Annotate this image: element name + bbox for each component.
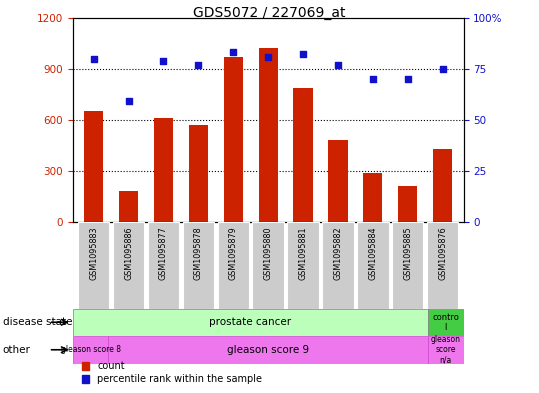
Text: GSM1095877: GSM1095877 (159, 226, 168, 280)
Text: gleason score 9: gleason score 9 (227, 345, 309, 355)
Text: GSM1095879: GSM1095879 (229, 226, 238, 280)
Text: GSM1095878: GSM1095878 (194, 226, 203, 280)
Point (125, 98, 133, 105)
Bar (433, 149, 452, 222)
Text: GSM1095883: GSM1095883 (89, 226, 98, 280)
Point (194, 62, 203, 68)
Point (229, 49, 238, 55)
Bar (154, 118, 173, 222)
Text: other: other (3, 345, 31, 355)
Text: GSM1095881: GSM1095881 (299, 226, 308, 280)
Point (403, 76, 412, 82)
FancyBboxPatch shape (252, 222, 284, 309)
FancyBboxPatch shape (73, 336, 108, 364)
FancyBboxPatch shape (287, 222, 319, 309)
Point (438, 66, 447, 72)
Text: gleason
score
n/a: gleason score n/a (431, 335, 461, 365)
Text: contro
l: contro l (432, 312, 459, 332)
Text: GSM1095886: GSM1095886 (124, 226, 133, 280)
Point (369, 76, 377, 82)
FancyBboxPatch shape (428, 336, 464, 364)
FancyBboxPatch shape (218, 222, 249, 309)
Text: GSM1095884: GSM1095884 (368, 226, 377, 280)
Bar (259, 48, 278, 222)
Bar (363, 173, 382, 222)
Point (264, 53, 273, 60)
Text: GSM1095876: GSM1095876 (438, 226, 447, 280)
FancyBboxPatch shape (73, 309, 428, 336)
Point (334, 62, 342, 68)
FancyBboxPatch shape (427, 222, 458, 309)
Bar (328, 140, 348, 222)
Text: GSM1095885: GSM1095885 (403, 226, 412, 280)
FancyBboxPatch shape (322, 222, 354, 309)
FancyBboxPatch shape (113, 222, 144, 309)
Legend: count, percentile rank within the sample: count, percentile rank within the sample (78, 358, 266, 388)
Bar (224, 57, 243, 222)
Bar (293, 88, 313, 222)
FancyBboxPatch shape (108, 336, 428, 364)
Text: GDS5072 / 227069_at: GDS5072 / 227069_at (194, 6, 345, 20)
FancyBboxPatch shape (78, 222, 109, 309)
FancyBboxPatch shape (357, 222, 389, 309)
Bar (119, 191, 138, 222)
FancyBboxPatch shape (183, 222, 214, 309)
Bar (84, 111, 103, 222)
Point (159, 57, 168, 64)
Bar (398, 186, 417, 222)
FancyBboxPatch shape (392, 222, 424, 309)
Text: prostate cancer: prostate cancer (209, 317, 292, 327)
Point (89, 55, 98, 62)
FancyBboxPatch shape (148, 222, 179, 309)
Point (299, 51, 307, 58)
Text: disease state: disease state (3, 317, 72, 327)
Text: GSM1095880: GSM1095880 (264, 226, 273, 280)
Bar (189, 125, 208, 222)
Text: gleason score 8: gleason score 8 (60, 345, 121, 354)
Text: GSM1095882: GSM1095882 (334, 226, 342, 280)
FancyBboxPatch shape (428, 309, 464, 336)
